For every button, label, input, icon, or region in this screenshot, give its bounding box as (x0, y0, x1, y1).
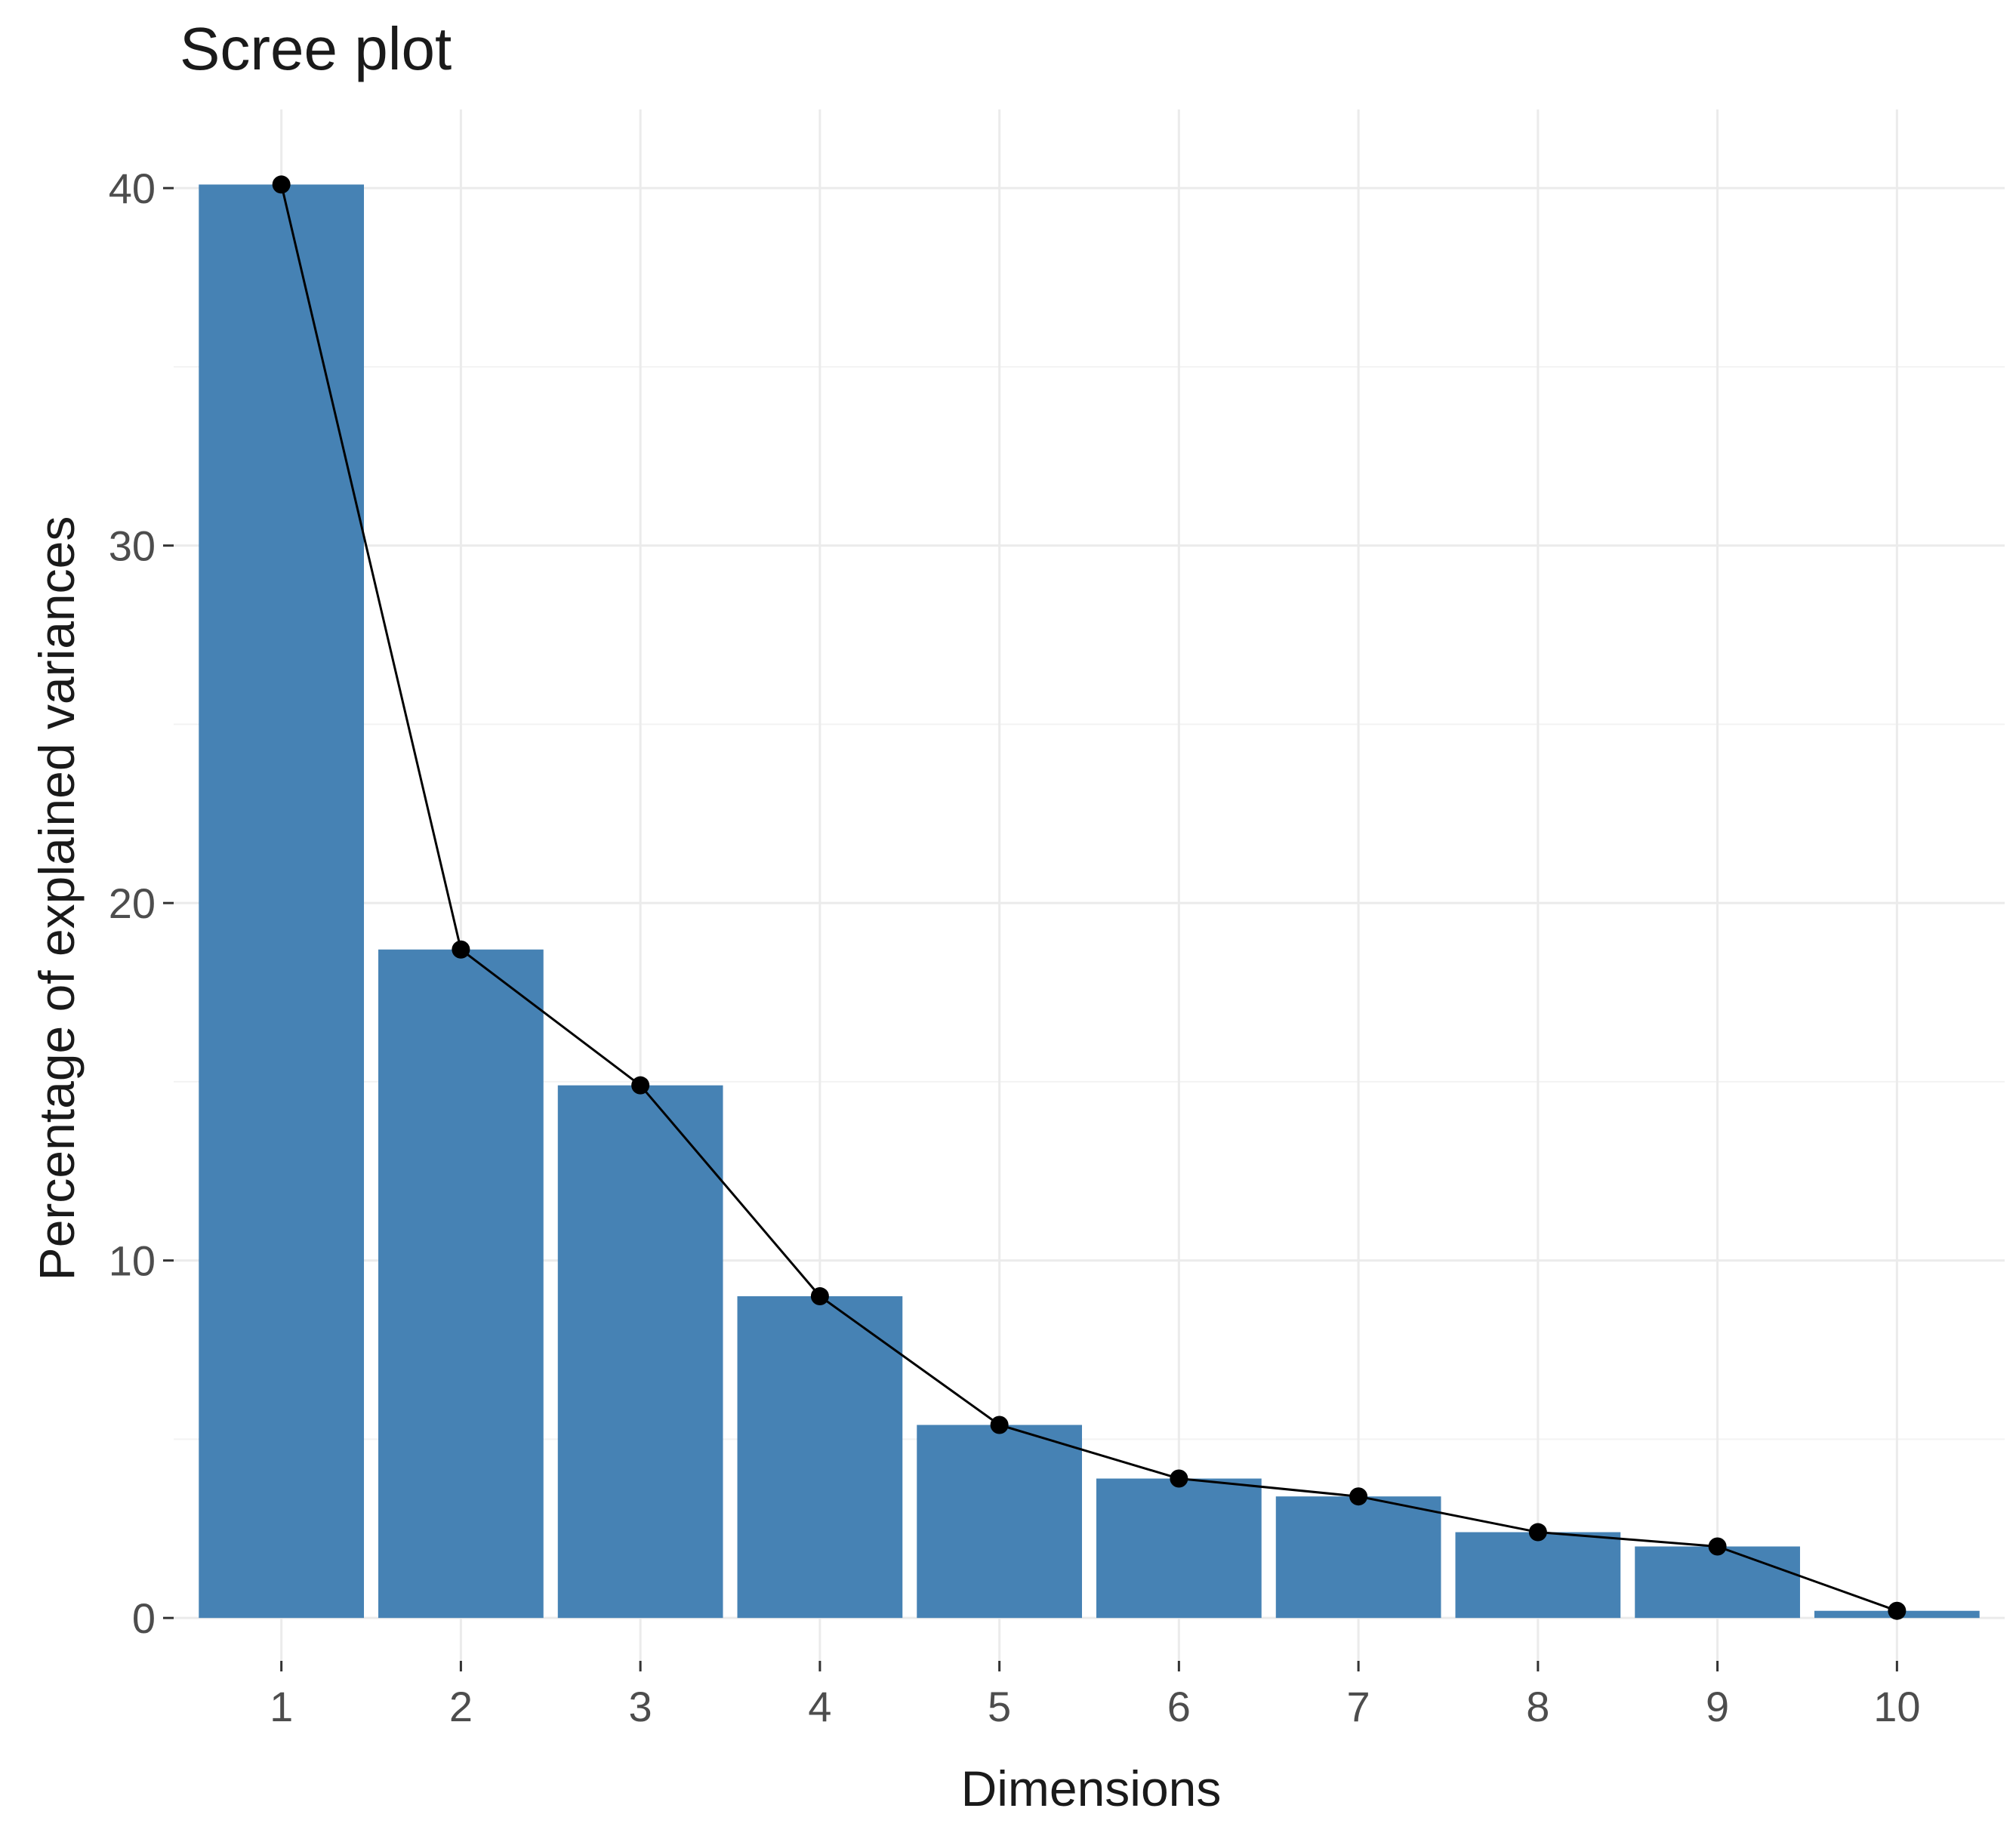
x-tick-label: 6 (1167, 1683, 1191, 1730)
point-dimension-9 (1708, 1537, 1727, 1556)
point-dimension-1 (272, 175, 291, 194)
line-layer (280, 184, 1897, 1613)
x-axis-title: Dimensions (961, 1761, 1222, 1816)
x-tick-label: 3 (629, 1683, 652, 1730)
bar-dimension-8 (1455, 1532, 1621, 1619)
x-axis: 1 2 3 4 5 6 7 8 9 10 (270, 1661, 1921, 1730)
chart-title: Scree plot (180, 15, 452, 82)
points-layer (272, 175, 1907, 1620)
bar-dimension-6 (1096, 1478, 1262, 1619)
x-tick-label: 8 (1526, 1683, 1549, 1730)
bar-dimension-1 (199, 184, 365, 1619)
y-axis: 0 10 20 30 40 (109, 165, 174, 1642)
bar-dimension-4 (737, 1296, 903, 1619)
x-tick-label: 2 (449, 1683, 473, 1730)
point-dimension-8 (1528, 1523, 1547, 1542)
point-dimension-10 (1888, 1601, 1907, 1620)
y-tick-label: 40 (109, 165, 156, 212)
y-tick-label: 0 (132, 1594, 156, 1642)
x-tick-label: 5 (988, 1683, 1011, 1730)
point-dimension-5 (990, 1416, 1009, 1434)
point-dimension-2 (452, 940, 470, 959)
point-dimension-7 (1349, 1487, 1368, 1506)
bar-dimension-9 (1635, 1546, 1800, 1619)
x-tick-label: 4 (808, 1683, 831, 1730)
point-dimension-4 (810, 1287, 829, 1306)
x-tick-label: 1 (270, 1683, 293, 1730)
variance-line (280, 184, 1897, 1613)
bar-dimension-5 (917, 1425, 1082, 1619)
bar-dimension-2 (378, 949, 544, 1619)
x-tick-label: 9 (1706, 1683, 1729, 1730)
x-tick-label: 7 (1347, 1683, 1370, 1730)
bar-dimension-3 (557, 1085, 723, 1619)
x-tick-label: 10 (1873, 1683, 1920, 1730)
point-dimension-3 (631, 1076, 650, 1095)
y-tick-label: 20 (109, 879, 156, 927)
point-dimension-6 (1170, 1469, 1188, 1488)
y-tick-label: 10 (109, 1237, 156, 1285)
y-tick-label: 30 (109, 522, 156, 570)
bar-dimension-7 (1275, 1496, 1441, 1619)
y-axis-title: Percentage of explained variances (29, 516, 85, 1281)
bars-layer (199, 184, 1980, 1619)
